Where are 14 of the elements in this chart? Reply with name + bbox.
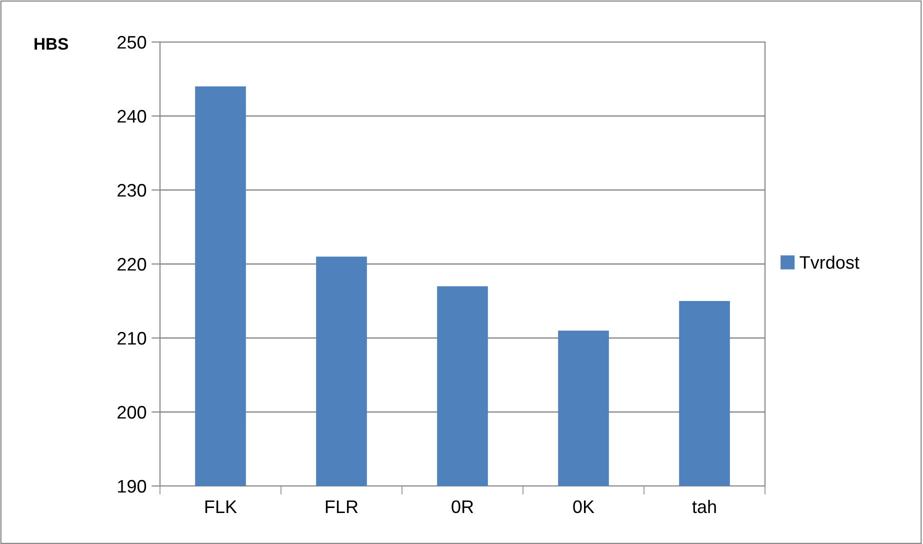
x-tick-label: tah: [692, 500, 716, 514]
y-tick-label: 210: [118, 332, 146, 345]
y-tick-label: 200: [118, 406, 146, 419]
y-axis-title: HBS: [34, 38, 68, 50]
legend-label: Tvrdost: [800, 256, 860, 269]
y-tick-label: 250: [118, 36, 146, 49]
y-tick-label: 240: [118, 110, 146, 123]
x-tick-label: FLK: [205, 500, 237, 513]
y-tick-label: 190: [118, 480, 146, 493]
y-tick-label: 230: [118, 184, 146, 197]
x-tick-label: FLR: [326, 500, 358, 513]
x-tick-label: 0R: [452, 500, 474, 514]
y-tick-label: 220: [118, 258, 146, 271]
x-tick-label: 0K: [573, 500, 594, 514]
